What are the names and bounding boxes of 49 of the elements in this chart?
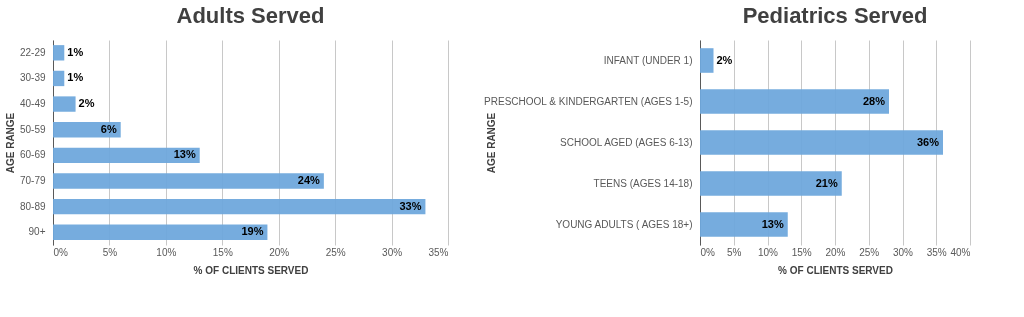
y-tick-label: YOUNG ADULTS ( AGES 18+) — [555, 218, 693, 230]
text: 13% — [173, 148, 196, 161]
x-tick-label: 20% — [269, 246, 290, 258]
text: 19% — [241, 225, 264, 238]
x-tick-label: 10% — [156, 246, 177, 258]
text: 36% — [916, 135, 939, 148]
y-tick-label: 60-69 — [19, 149, 46, 161]
x-tick-label: 5% — [102, 246, 118, 258]
y-tick-label: 80-89 — [19, 200, 46, 212]
text: 6% — [100, 122, 117, 135]
text: 24% — [297, 173, 320, 186]
x-tick-label: 5% — [727, 246, 742, 258]
y-tick-label: 40-49 — [19, 98, 46, 110]
x-tick-label: 10% — [757, 246, 779, 258]
text: 28% — [862, 94, 885, 107]
x-tick-label: 30% — [892, 246, 914, 258]
text: 2% — [716, 53, 733, 66]
y-tick-label: INFANT (UNDER 1) — [603, 54, 693, 66]
y-axis-title: AGE RANGE — [485, 112, 497, 174]
y-tick-label: SCHOOL AGED (AGES 6-13) — [560, 136, 693, 148]
x-tick-label: 15% — [212, 246, 233, 258]
text: 33% — [399, 199, 422, 212]
y-axis-title: AGE RANGE — [4, 112, 16, 174]
y-tick-label: PRESCHOOL & KINDERGARTEN (AGES 1-5) — [484, 95, 693, 107]
chart-title: Adults Served — [176, 3, 325, 28]
x-tick-label: 0% — [53, 246, 69, 258]
y-tick-label: 50-59 — [19, 123, 46, 135]
chart-title: Pediatrics Served — [742, 3, 928, 28]
x-tick-label: 40% — [950, 246, 971, 258]
x-tick-label: 35% — [926, 246, 947, 258]
x-axis-title: % OF CLIENTS SERVED — [193, 264, 309, 276]
x-tick-label: 15% — [791, 246, 812, 258]
y-tick-label: TEENS (AGES 14-18) — [593, 177, 693, 189]
text: 1% — [67, 45, 84, 58]
x-tick-label: 30% — [382, 246, 403, 258]
x-tick-label: 25% — [325, 246, 346, 258]
text: 21% — [815, 176, 838, 189]
text: 2% — [78, 97, 95, 110]
x-tick-label: 25% — [859, 246, 880, 258]
x-axis-title: % OF CLIENTS SERVED — [778, 264, 893, 276]
text: 13% — [761, 217, 784, 230]
text: 1% — [67, 71, 84, 84]
y-tick-label: 22-29 — [19, 46, 46, 58]
y-tick-label: 90+ — [28, 226, 46, 238]
x-tick-label: 0% — [700, 246, 716, 258]
x-tick-label: 20% — [825, 246, 846, 258]
x-tick-label: 35% — [428, 246, 449, 258]
y-tick-label: 30-39 — [19, 72, 46, 84]
y-tick-label: 70-79 — [19, 174, 46, 186]
